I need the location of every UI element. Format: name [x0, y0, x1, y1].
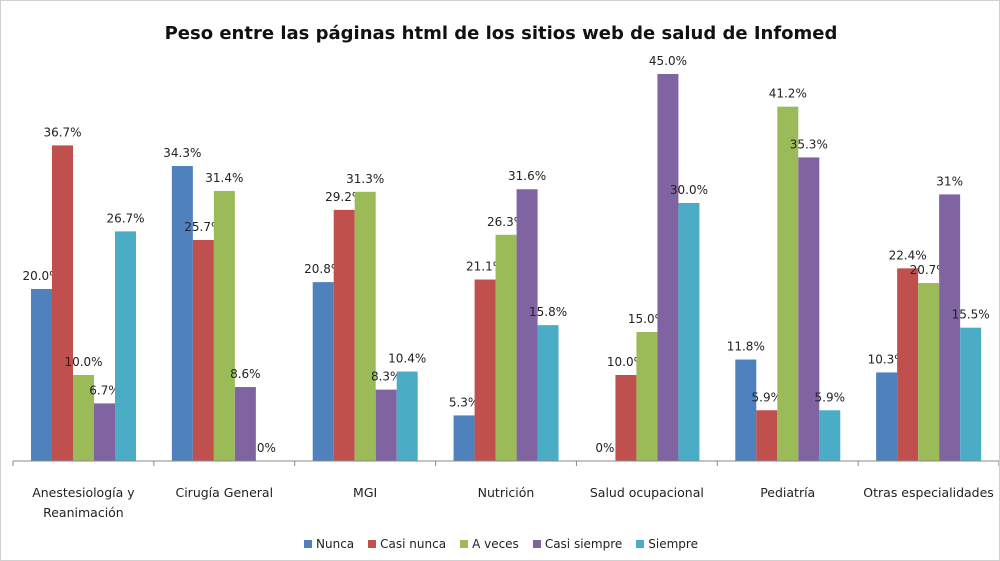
- legend-item: Nunca: [304, 537, 354, 551]
- legend-label: Siempre: [648, 537, 698, 551]
- bar: [115, 231, 136, 461]
- data-label: 30.0%: [670, 183, 708, 197]
- data-label: 5.9%: [815, 390, 846, 404]
- bar: [213, 190, 235, 461]
- data-label: 10.0%: [64, 355, 102, 369]
- data-label: 10.4%: [388, 352, 426, 366]
- bar: [756, 410, 778, 461]
- data-label: 25.7%: [184, 220, 222, 234]
- x-tick-label: Pediatría: [760, 485, 816, 500]
- x-tick-label: Salud ocupacional: [589, 485, 704, 500]
- bar: [474, 279, 496, 461]
- bar: [396, 371, 418, 461]
- legend-label: Nunca: [316, 537, 355, 551]
- data-label: 29.2%: [325, 190, 363, 204]
- bar: [798, 157, 820, 462]
- legend-item: Casi siempre: [532, 537, 623, 551]
- bar: [777, 106, 799, 462]
- bar: [678, 203, 700, 461]
- data-label: 20.0%: [22, 269, 60, 283]
- legend-swatch: [532, 540, 541, 548]
- data-label: 10.0%: [607, 355, 645, 369]
- bar: [615, 375, 637, 461]
- legend-item: Siempre: [636, 537, 698, 551]
- bar: [192, 239, 214, 461]
- x-tick-label: Anestesiología y Reanimación: [32, 485, 135, 520]
- bar: [735, 359, 757, 461]
- legend-swatch: [368, 540, 377, 548]
- data-label: 6.7%: [89, 383, 120, 397]
- data-label: 34.3%: [163, 146, 201, 160]
- data-label: 8.3%: [371, 370, 402, 384]
- bar: [375, 389, 397, 461]
- legend-item: Casi nunca: [368, 537, 446, 551]
- data-label: 8.6%: [230, 367, 261, 381]
- data-label: 21.1%: [466, 260, 504, 274]
- data-label: 20.7%: [910, 263, 948, 277]
- bar: [73, 375, 94, 461]
- bar: [636, 332, 658, 461]
- data-label: 31%: [936, 174, 963, 188]
- data-label: 15.8%: [529, 305, 567, 319]
- data-label: 15.0%: [628, 312, 666, 326]
- data-label: 11.8%: [727, 340, 765, 354]
- x-tick-label: Cirugía General: [175, 485, 274, 500]
- data-label: 31.4%: [205, 171, 243, 185]
- bar: [876, 372, 898, 461]
- bar: [312, 282, 334, 461]
- data-label: 5.3%: [449, 395, 480, 409]
- data-label: 36.7%: [43, 125, 81, 139]
- legend-label: A veces: [472, 537, 519, 551]
- x-tick-label: Nutrición: [477, 485, 535, 500]
- data-label: 20.8%: [304, 262, 342, 276]
- data-label: 5.9%: [752, 390, 783, 404]
- data-label: 31.3%: [346, 172, 384, 186]
- bar: [495, 234, 517, 461]
- data-label: 10.3%: [868, 352, 906, 366]
- bar: [31, 289, 52, 461]
- bar: [516, 189, 538, 462]
- bar: [537, 325, 559, 461]
- data-label: 41.2%: [769, 87, 807, 101]
- data-label: 15.5%: [952, 308, 990, 322]
- bar: [234, 387, 256, 461]
- bar: [94, 403, 115, 461]
- legend-item: A veces: [460, 537, 519, 551]
- bar: [918, 282, 940, 461]
- legend-swatch: [460, 540, 469, 548]
- bar: [939, 194, 961, 461]
- bar: [453, 415, 475, 461]
- data-label: 26.3%: [487, 215, 525, 229]
- bar: [960, 327, 982, 461]
- data-label: 0%: [257, 441, 276, 455]
- bar: [171, 166, 193, 461]
- data-label: 31.6%: [508, 169, 546, 183]
- x-tick-label: MGI: [353, 485, 378, 500]
- legend-label: Casi siempre: [544, 537, 623, 551]
- legend-label: Casi nunca: [380, 537, 447, 551]
- bar: [819, 410, 841, 461]
- bar: [52, 145, 73, 461]
- chart-title: Peso entre las páginas html de los sitio…: [164, 23, 838, 44]
- data-label: 26.7%: [106, 211, 144, 225]
- legend-swatch: [636, 540, 645, 548]
- legend: Nunca Casi nunca A veces Casi siempre Siempr…: [1, 537, 999, 551]
- x-tick-label: Otras especialidades: [863, 485, 994, 500]
- bar: [354, 191, 376, 461]
- data-label: 22.4%: [889, 248, 927, 262]
- bar: [333, 209, 355, 461]
- legend-swatch: [304, 540, 313, 548]
- data-label: 0%: [595, 441, 614, 455]
- bar: [897, 268, 919, 461]
- data-label: 35.3%: [790, 137, 828, 151]
- bar: [657, 74, 679, 461]
- data-label: 45.0%: [649, 54, 687, 68]
